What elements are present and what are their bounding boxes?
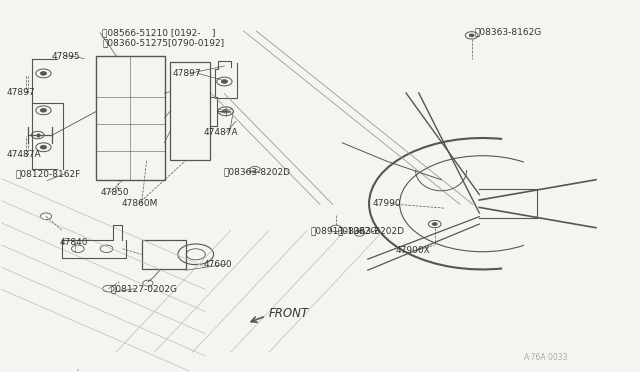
Text: 47487A: 47487A [6, 150, 41, 159]
Text: 47487A: 47487A [204, 128, 239, 137]
Text: 47990: 47990 [372, 199, 401, 208]
Text: Ⓑ08120-8162F: Ⓑ08120-8162F [15, 170, 81, 179]
Circle shape [40, 71, 47, 75]
Text: 47897: 47897 [6, 89, 35, 97]
Text: Ⓢ08363-8162G: Ⓢ08363-8162G [474, 27, 541, 36]
Bar [96, 56, 164, 180]
Text: Ⓢ08360-51275[0790-0192]: Ⓢ08360-51275[0790-0192] [102, 38, 224, 47]
Text: Ⓢ08566-51210 [0192-    ]: Ⓢ08566-51210 [0192- ] [102, 28, 216, 37]
Bar [141, 240, 186, 269]
Text: 47897: 47897 [172, 69, 201, 78]
Text: Ⓢ08363-8202D: Ⓢ08363-8202D [223, 167, 290, 176]
Text: 47850: 47850 [100, 188, 129, 197]
Circle shape [432, 222, 437, 225]
Bar [170, 62, 210, 160]
Circle shape [221, 80, 228, 83]
Text: 47840: 47840 [60, 238, 88, 247]
Text: Ⓢ08363-8202D: Ⓢ08363-8202D [338, 227, 405, 235]
Text: Ⓑ08127-0202G: Ⓑ08127-0202G [111, 284, 178, 293]
Circle shape [469, 34, 474, 37]
Circle shape [223, 109, 229, 113]
Text: 47600: 47600 [204, 260, 233, 269]
Circle shape [40, 109, 47, 112]
Text: FRONT: FRONT [269, 307, 309, 320]
Text: 47895: 47895 [51, 52, 80, 61]
Circle shape [40, 145, 47, 149]
Text: Ⓝ08911-1082G: Ⓝ08911-1082G [310, 227, 378, 235]
Text: 47900X: 47900X [395, 246, 430, 255]
Text: A·76A·0033: A·76A·0033 [524, 353, 568, 362]
Text: 47860M: 47860M [121, 199, 157, 208]
